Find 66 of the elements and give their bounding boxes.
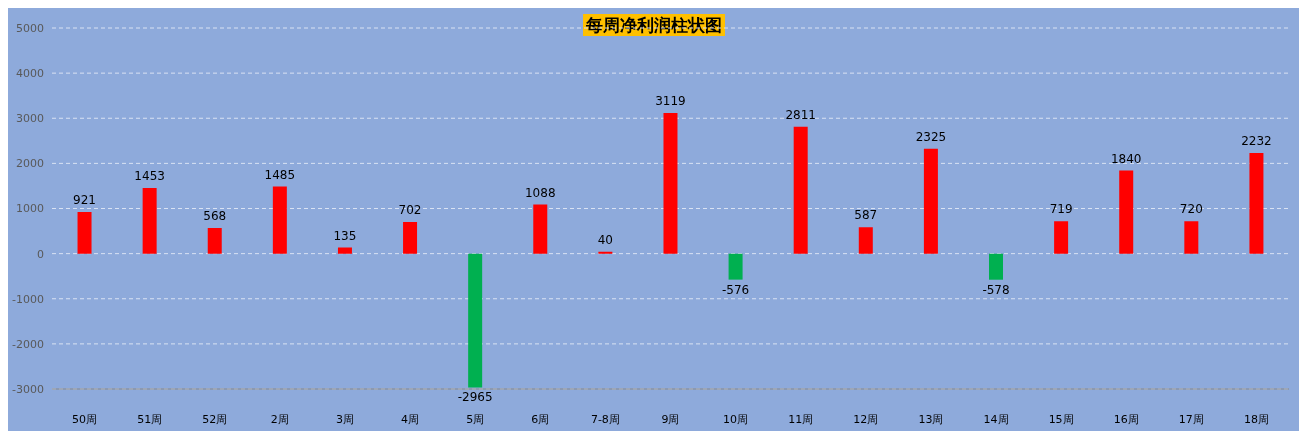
bar [337,247,352,254]
x-tick-label: 15周 [1048,412,1074,426]
bar [663,112,678,254]
bar [1184,221,1199,254]
bar [793,126,808,254]
y-tick-label: 1000 [16,202,44,216]
bar [207,227,222,254]
data-label: 2325 [915,129,947,144]
bar [272,186,287,254]
bar [728,253,743,280]
data-label: -578 [982,282,1010,297]
x-tick-label: 51周 [137,412,163,426]
x-tick-label: 6周 [531,412,550,426]
data-label: 1840 [1110,151,1142,166]
bar [468,253,483,388]
data-label: 40 [597,232,614,247]
x-tick-label: 14周 [983,412,1009,426]
x-tick-label: 18周 [1243,412,1269,426]
data-label: 2811 [785,107,816,122]
x-tick-label: 50周 [72,412,98,426]
x-tick-label: 3周 [335,412,354,426]
x-tick-label: 11周 [788,412,814,426]
x-tick-label: 16周 [1113,412,1139,426]
bar [1119,170,1134,254]
bar [533,204,548,254]
bar [77,212,92,254]
bar [1054,221,1069,254]
data-label: -2965 [457,390,493,405]
y-tick-label: 0 [37,247,44,261]
y-tick-label: 4000 [16,67,44,81]
bar [142,188,157,254]
x-tick-label: 13周 [918,412,944,426]
data-label: 702 [398,202,422,217]
x-tick-label: 5周 [466,412,485,426]
x-tick-label: 10周 [723,412,749,426]
x-tick-label: 17周 [1178,412,1204,426]
bar [403,221,418,254]
x-tick-label: 7-8周 [590,412,620,426]
x-tick-label: 2周 [270,412,289,426]
y-tick-label: -3000 [12,382,44,396]
data-label: 568 [203,208,227,223]
data-label: 921 [73,193,96,208]
data-label: 2232 [1241,133,1272,148]
x-tick-label: 4周 [401,412,420,426]
data-label: 1453 [134,169,165,184]
bar [858,227,873,254]
y-tick-label: 2000 [16,157,44,171]
y-tick-label: 3000 [16,112,44,126]
bar [923,148,938,254]
data-label: 135 [333,228,357,243]
data-label: 719 [1049,202,1073,217]
data-label: 720 [1179,202,1203,217]
x-tick-label: 52周 [202,412,228,426]
data-label: -576 [721,282,750,297]
data-label: 3119 [655,93,686,108]
y-tick-label: 5000 [16,21,44,35]
x-tick-label: 9周 [661,412,680,426]
y-tick-label: -2000 [12,337,44,351]
data-label: 1088 [524,185,556,200]
data-label: 1485 [264,167,296,182]
y-tick-label: -1000 [12,292,44,306]
x-tick-label: 12周 [853,412,879,426]
chart-title: 每周净利润柱状图 [582,14,725,36]
bar [989,253,1004,280]
data-label: 587 [854,208,878,223]
bar [1249,152,1264,254]
